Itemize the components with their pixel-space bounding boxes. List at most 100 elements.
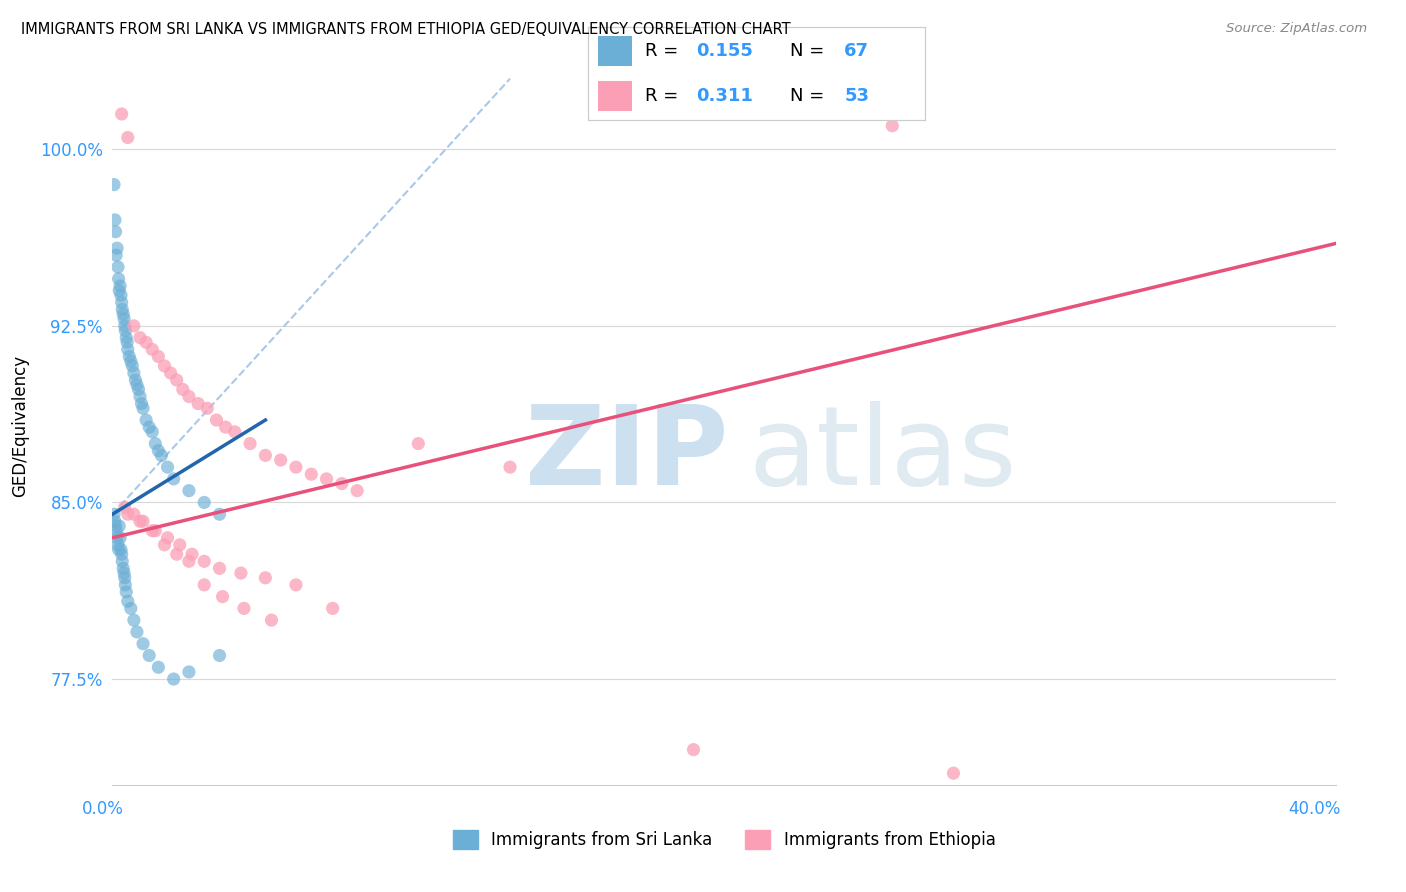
Point <box>110 288 132 302</box>
Point <box>211 590 233 604</box>
Point <box>122 507 145 521</box>
Point <box>177 665 200 679</box>
Point <box>122 366 145 380</box>
Point <box>254 571 277 585</box>
Point <box>148 660 170 674</box>
Point <box>115 335 138 350</box>
Point <box>135 335 157 350</box>
Text: Source: ZipAtlas.com: Source: ZipAtlas.com <box>1226 22 1367 36</box>
Point <box>224 425 246 439</box>
Point <box>104 519 127 533</box>
Point <box>229 566 252 580</box>
Point <box>143 524 166 538</box>
Point <box>193 578 215 592</box>
Text: atlas: atlas <box>749 401 1018 508</box>
Point <box>117 507 139 521</box>
Point <box>132 514 155 528</box>
Point <box>322 601 344 615</box>
Point <box>150 448 173 462</box>
Point <box>499 460 522 475</box>
Point <box>135 413 157 427</box>
Point <box>115 585 138 599</box>
Point <box>115 331 138 345</box>
Point <box>214 420 236 434</box>
Point <box>132 401 155 416</box>
Point <box>104 213 127 227</box>
Text: 0.155: 0.155 <box>696 42 752 60</box>
Legend: Immigrants from Sri Lanka, Immigrants from Ethiopia: Immigrants from Sri Lanka, Immigrants fr… <box>446 823 1002 855</box>
Point <box>138 648 160 663</box>
Text: N =: N = <box>790 42 830 60</box>
Point <box>172 383 194 397</box>
Point <box>163 472 186 486</box>
Point <box>208 648 231 663</box>
Point <box>114 324 136 338</box>
Point <box>408 436 430 450</box>
Point <box>117 594 139 608</box>
Point <box>346 483 368 498</box>
Point <box>112 566 135 580</box>
Point <box>111 547 134 561</box>
Point <box>156 460 179 475</box>
Point <box>187 396 209 410</box>
Point <box>122 613 145 627</box>
Point <box>111 107 134 121</box>
Point <box>120 601 142 615</box>
Point <box>942 766 965 780</box>
Point <box>682 742 704 756</box>
Point <box>112 307 135 321</box>
Point <box>166 373 188 387</box>
Point <box>104 225 127 239</box>
Text: 0.311: 0.311 <box>696 87 752 105</box>
Point <box>284 578 308 592</box>
Point <box>138 420 160 434</box>
Point <box>169 538 191 552</box>
Point <box>315 472 337 486</box>
Point <box>124 373 146 387</box>
Point <box>153 359 176 373</box>
Point <box>108 284 131 298</box>
Text: N =: N = <box>790 87 830 105</box>
Point <box>107 542 129 557</box>
Point <box>148 350 170 364</box>
Point <box>159 366 181 380</box>
Point <box>193 554 215 568</box>
Point <box>129 331 152 345</box>
Point <box>105 531 128 545</box>
Point <box>195 401 218 416</box>
Point <box>107 260 129 274</box>
Point <box>114 571 136 585</box>
Point <box>882 119 904 133</box>
Text: 67: 67 <box>844 42 869 60</box>
Point <box>107 538 129 552</box>
Point <box>103 178 125 192</box>
Point <box>111 302 134 317</box>
Point <box>148 443 170 458</box>
Point <box>108 531 131 545</box>
Point <box>193 495 215 509</box>
Point <box>127 383 149 397</box>
Point <box>284 460 308 475</box>
Point <box>118 350 141 364</box>
Point <box>163 672 186 686</box>
Point <box>117 343 139 357</box>
Text: R =: R = <box>645 42 685 60</box>
Point <box>177 483 200 498</box>
Point <box>141 425 163 439</box>
Point <box>233 601 256 615</box>
Point <box>205 413 228 427</box>
Point <box>107 272 129 286</box>
Text: IMMIGRANTS FROM SRI LANKA VS IMMIGRANTS FROM ETHIOPIA GED/EQUIVALENCY CORRELATIO: IMMIGRANTS FROM SRI LANKA VS IMMIGRANTS … <box>21 22 790 37</box>
Point <box>181 547 204 561</box>
Point <box>132 637 155 651</box>
Point <box>111 295 134 310</box>
Point <box>153 538 176 552</box>
Point <box>166 547 188 561</box>
Point <box>111 554 134 568</box>
Point <box>156 531 179 545</box>
Point <box>254 448 277 462</box>
Point <box>105 524 128 538</box>
Point <box>105 248 128 262</box>
Point <box>105 241 128 255</box>
Point <box>125 377 148 392</box>
